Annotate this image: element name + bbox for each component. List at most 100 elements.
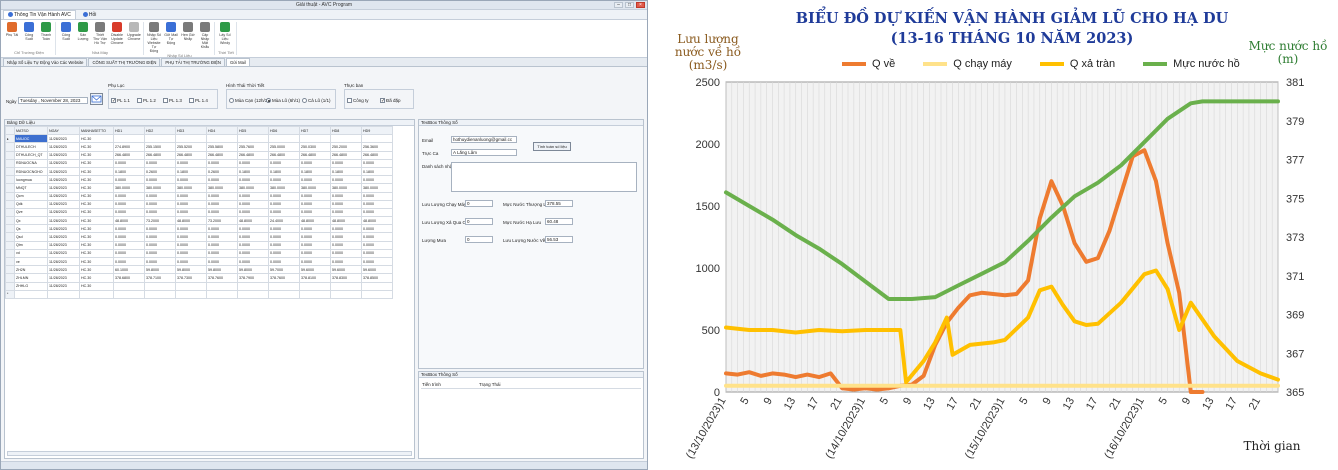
table-cell[interactable] (237, 281, 269, 291)
column-header[interactable]: HD5 (237, 125, 269, 136)
table-cell[interactable]: 0.0000 (113, 248, 145, 259)
table-cell[interactable]: 0.0000 (113, 191, 145, 201)
table-cell[interactable]: 0.0000 (113, 232, 145, 242)
table-row[interactable]: Qx 11/28/2023 HC.30 48.8000 73.2000 48.8000 73… (5, 216, 393, 226)
data-grid[interactable]: MATSO NGAY MANHASETTO HD1 HD2 HD3 HD4 HD5 HD6 HD7… (5, 125, 393, 299)
table-cell[interactable]: 48.8000 (299, 216, 331, 226)
table-cell[interactable]: 266.4800 (330, 150, 362, 160)
table-cell[interactable] (175, 134, 207, 144)
table-cell[interactable]: 0.0000 (144, 232, 176, 242)
table-cell[interactable] (299, 289, 331, 299)
table-cell[interactable]: 250.0300 (299, 142, 331, 152)
row-header[interactable] (5, 142, 15, 152)
table-cell[interactable]: HC.30 (79, 199, 114, 209)
table-cell[interactable]: HC.30 (79, 232, 114, 242)
table-cell[interactable]: 11/28/2023 (47, 232, 80, 242)
doc-tab-nhap-so-lieu[interactable]: Nhập Số Liệu Tự Động Vào Các Website (3, 58, 88, 66)
row-header[interactable] (5, 207, 15, 218)
table-cell[interactable]: 11/28/2023 (47, 207, 80, 218)
table-cell[interactable]: 0.0000 (237, 175, 269, 185)
table-cell[interactable]: HC.30 (79, 281, 114, 291)
table-cell[interactable]: HC.30 (79, 191, 114, 201)
table-cell[interactable]: 0.0000 (361, 191, 393, 201)
table-cell[interactable]: 0.0000 (299, 175, 331, 185)
table-cell[interactable]: 0.0000 (175, 158, 207, 168)
table-cell[interactable]: 0.0000 (206, 175, 238, 185)
table-cell[interactable]: 59.8000 (206, 265, 238, 275)
row-header[interactable]: * (5, 289, 15, 299)
row-header[interactable] (5, 216, 15, 226)
table-cell[interactable]: 0.0000 (144, 224, 176, 234)
table-cell[interactable]: RDNUOCNGHO (14, 166, 48, 177)
table-cell[interactable]: 0.1800 (330, 166, 362, 177)
table-cell[interactable] (237, 134, 269, 144)
table-cell[interactable]: 255.1500 (144, 142, 176, 152)
table-cell[interactable]: 0.0000 (299, 207, 331, 218)
table-cell[interactable]: 11/28/2023 (47, 134, 80, 144)
table-cell[interactable]: 0.0000 (330, 207, 362, 218)
ribbon-button[interactable]: Cập Nhập Mật Khẩu (198, 22, 212, 53)
ribbon-button[interactable]: Lấy Số Liệu Windy (218, 22, 232, 50)
table-cell[interactable]: 0.0000 (237, 199, 269, 209)
checkbox-pl-1-1[interactable]: ✓ PL 1.1 (111, 98, 130, 104)
ribbon-button[interactable]: Gửi Mail Tự Động (164, 22, 178, 53)
table-cell[interactable]: 0.0000 (113, 199, 145, 209)
checkbox-pl-1-3[interactable]: PL 1.3 (163, 98, 182, 103)
table-cell[interactable]: 0.0000 (206, 248, 238, 259)
table-cell[interactable]: HC.30 (79, 273, 114, 283)
table-cell[interactable]: 24.4000 (268, 216, 300, 226)
table-cell[interactable]: 0.0000 (268, 224, 300, 234)
table-cell[interactable]: HC.30 (79, 142, 114, 152)
email-select[interactable]: hothuydienanluong@gmail.cc (451, 136, 517, 143)
table-cell[interactable]: 378.7900 (237, 273, 269, 283)
table-cell[interactable]: DTHULECH (14, 142, 48, 152)
table-cell[interactable]: 0.0000 (206, 224, 238, 234)
table-cell[interactable]: 0.0000 (206, 240, 238, 250)
table-cell[interactable] (361, 289, 393, 299)
ribbon-button[interactable]: Thanh Toán (39, 22, 53, 50)
table-cell[interactable]: 0.0000 (175, 199, 207, 209)
close-button[interactable]: × (636, 2, 645, 8)
table-cell[interactable]: 0.1800 (268, 166, 300, 177)
table-cell[interactable]: 380.0000 (175, 183, 207, 193)
table-cell[interactable]: 0.0000 (237, 232, 269, 242)
table-cell[interactable]: HC.30 (79, 175, 114, 185)
table-cell[interactable]: ve (14, 256, 48, 267)
table-cell[interactable]: 0.0000 (113, 207, 145, 218)
radio-mua-can[interactable]: Mùa Cạn (12h/3) (229, 98, 269, 103)
table-cell[interactable]: 0.0000 (299, 248, 331, 259)
table-cell[interactable]: 0.0000 (268, 240, 300, 250)
table-cell[interactable]: 266.4800 (361, 150, 393, 160)
table-row[interactable]: MNQT 11/28/2023 HC.30 380.0000 380.0000 380.0… (5, 183, 393, 193)
table-cell[interactable]: 11/28/2023 (47, 224, 80, 234)
table-cell[interactable]: 0.0000 (113, 158, 145, 168)
table-cell[interactable]: Qdk (14, 199, 48, 209)
table-cell[interactable]: Qve (14, 207, 48, 218)
table-cell[interactable]: 250.2000 (330, 142, 362, 152)
table-cell[interactable]: 266.4800 (206, 150, 238, 160)
checkbox-cong-ty[interactable]: Công ty (347, 98, 369, 103)
table-cell[interactable]: 11/28/2023 (47, 256, 80, 267)
column-header[interactable]: HD9 (361, 125, 393, 136)
table-cell[interactable]: 274.8900 (113, 142, 145, 152)
table-cell[interactable]: 378.7600 (206, 273, 238, 283)
table-cell[interactable]: 0.0000 (268, 248, 300, 259)
table-cell[interactable]: vd (14, 248, 48, 259)
doc-tab-phu-tai[interactable]: PHỤ TẢI THỊ TRƯỜNG ĐIỆN (161, 58, 225, 66)
table-cell[interactable] (299, 134, 331, 144)
table-cell[interactable]: 0.0000 (299, 240, 331, 250)
ribbon-button[interactable]: Thiết Thư Vận Hồ Trợ (93, 22, 107, 50)
table-cell[interactable]: 0.0000 (330, 232, 362, 242)
table-cell[interactable]: 0.0000 (330, 256, 362, 267)
table-cell[interactable]: 0.0000 (361, 224, 393, 234)
table-cell[interactable]: 0.0000 (175, 175, 207, 185)
table-cell[interactable] (175, 289, 207, 299)
table-cell[interactable]: MAUOC (14, 134, 48, 144)
table-cell[interactable]: HC.30 (79, 265, 114, 275)
table-cell[interactable]: 0.0000 (299, 232, 331, 242)
luong-mua-input[interactable]: 0 (465, 236, 493, 243)
checkbox-pl-1-2[interactable]: PL 1.2 (137, 98, 156, 103)
table-cell[interactable]: 0.0000 (299, 191, 331, 201)
table-cell[interactable]: 0.0000 (268, 199, 300, 209)
column-header[interactable]: HD1 (113, 125, 145, 136)
